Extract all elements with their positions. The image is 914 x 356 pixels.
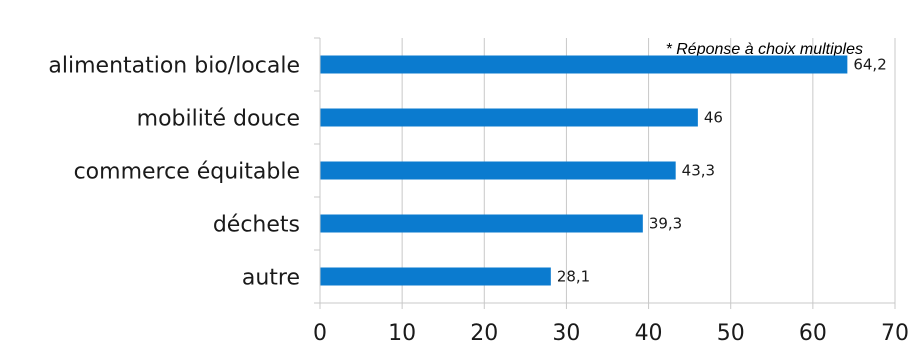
- chart-note: * Réponse à choix multiples: [666, 41, 863, 58]
- category-label: mobilité douce: [137, 107, 300, 132]
- x-tick-label: 50: [717, 321, 745, 346]
- x-tick-label: 60: [799, 321, 827, 346]
- x-tick-label: 30: [552, 321, 580, 346]
- category-label: déchets: [213, 213, 300, 238]
- x-tick-label: 10: [388, 321, 416, 346]
- bar: [320, 109, 698, 127]
- category-label: alimentation bio/locale: [48, 54, 300, 79]
- category-label: autre: [242, 266, 300, 291]
- x-tick-label: 0: [313, 321, 327, 346]
- data-label: 43,3: [682, 162, 715, 180]
- x-tick-label: 20: [470, 321, 498, 346]
- data-label: 46: [704, 109, 723, 127]
- category-label: commerce équitable: [74, 160, 300, 185]
- x-tick-label: 40: [635, 321, 663, 346]
- bar: [320, 268, 551, 286]
- bar: [320, 162, 676, 180]
- x-tick-label: 70: [881, 321, 909, 346]
- data-label: 39,3: [649, 215, 682, 233]
- bar: [320, 56, 847, 74]
- data-label: 28,1: [557, 268, 590, 286]
- data-label: 64,2: [853, 56, 886, 74]
- bar: [320, 215, 643, 233]
- labels: 0 10 20 30 40 50 60 70 alimentation bio/locale 64…: [48, 54, 909, 347]
- bars: [320, 56, 847, 286]
